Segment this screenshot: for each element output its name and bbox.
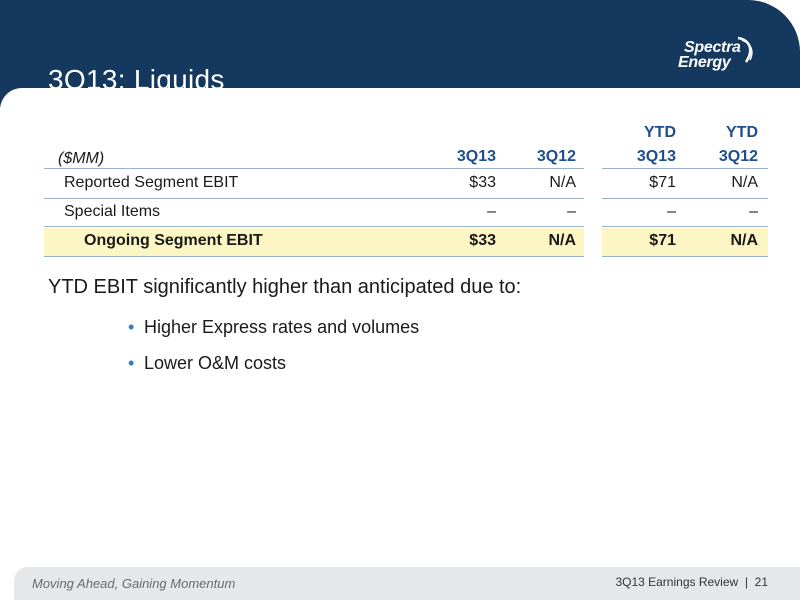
highlight-band-left [44,228,584,256]
row-divider [602,226,768,227]
slide-title: 3Q13: Liquids [48,64,225,95]
cell-3q12: – [567,203,576,220]
logo-swoosh-icon [737,36,753,63]
lead-statement: YTD EBIT significantly higher than antic… [48,276,522,298]
header-ytd-3q13-top: YTD [644,124,676,141]
row-label: Reported Segment EBIT [64,174,239,191]
list-item: • Lower O&M costs [128,350,419,386]
row-divider [44,226,584,227]
cell-3q13: $33 [469,174,496,191]
segment-ebit-table: YTD YTD ($MM) 3Q13 3Q12 3Q13 3Q12 Report… [44,118,768,258]
header-3q13: 3Q13 [456,148,496,165]
footer-tagline: Moving Ahead, Gaining Momentum [32,576,236,591]
table-bottom-line [44,256,584,257]
table-row: Special Items – – – – [44,199,768,227]
row-label: Ongoing Segment EBIT [84,232,263,249]
footer-review: 3Q13 Earnings Review | 21 [615,575,768,589]
header-divider-left [44,168,584,169]
header-3q12: 3Q12 [536,148,576,165]
list-item: • Higher Express rates and volumes [128,314,419,350]
table-row: Reported Segment EBIT $33 N/A $71 N/A [44,170,768,198]
cell-ytd-3q13: $71 [649,174,676,191]
row-label: Special Items [64,203,161,220]
bullet-icon: • [128,353,135,373]
footer-review-title: 3Q13 Earnings Review [615,575,739,589]
page-number: 21 [754,575,768,589]
cell-ytd-3q13: $71 [649,232,676,249]
header-curve [0,88,800,108]
cell-3q13: $33 [469,232,496,249]
table-bottom-line [602,256,768,257]
cell-3q12: N/A [549,174,576,191]
bullet-text: Higher Express rates and volumes [144,317,420,337]
units-label: ($MM) [58,150,105,167]
table-row-total: Ongoing Segment EBIT $33 N/A $71 N/A [44,228,768,256]
header-ytd-3q12-bottom: 3Q12 [718,148,758,165]
header-ytd-3q13-bottom: 3Q13 [636,148,676,165]
row-divider [44,198,584,199]
bullet-icon: • [128,317,135,337]
bullet-list: • Higher Express rates and volumes • Low… [128,314,419,386]
slide-footer: Moving Ahead, Gaining Momentum 3Q13 Earn… [14,567,800,600]
cell-ytd-3q12: – [749,203,758,220]
cell-ytd-3q12: N/A [731,174,758,191]
header-ytd-3q12-top: YTD [726,124,758,141]
logo-line2: Energy [678,54,731,71]
bullet-text: Lower O&M costs [144,353,287,373]
header-divider-right [602,168,768,169]
spectra-energy-logo: Spectra Energy [676,36,758,76]
cell-3q13: – [487,203,496,220]
row-divider [602,198,768,199]
logo-line1: Spectra [684,39,741,56]
cell-ytd-3q12: N/A [730,232,758,249]
cell-3q12: N/A [548,232,576,249]
cell-ytd-3q13: – [667,203,676,220]
highlight-band-right [602,228,768,256]
slide-header [0,0,800,108]
footer-separator: | [744,575,748,589]
